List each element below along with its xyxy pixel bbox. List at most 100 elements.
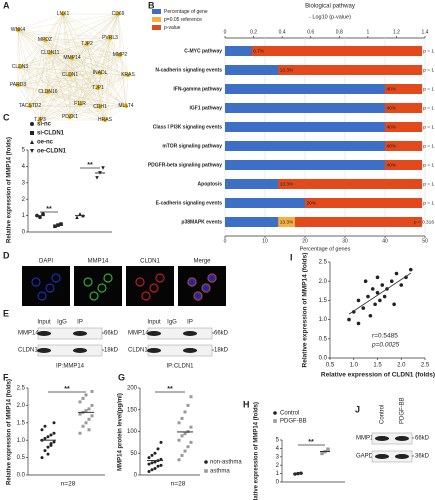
node-label: MMP2 <box>113 52 128 58</box>
y-tick-label: 2 <box>276 463 280 469</box>
value-label: p = 1 <box>423 143 434 149</box>
y-tick-label: 50 <box>130 451 137 457</box>
caption: IP:MMP14 <box>56 364 85 370</box>
edge <box>17 29 111 39</box>
edge <box>69 74 81 105</box>
reference-bar <box>278 217 295 227</box>
band <box>37 331 51 336</box>
edge <box>39 105 127 121</box>
value-label: p = 1 <box>423 48 434 54</box>
node-label: TJP2 <box>81 41 93 47</box>
legend-label: p-value <box>164 25 181 31</box>
edge <box>99 105 127 108</box>
row-label: MMP14 <box>128 331 149 337</box>
edge <box>104 37 111 121</box>
value-label: 13.3% <box>280 67 294 73</box>
percent-bar <box>225 46 252 56</box>
edge <box>39 52 51 121</box>
edge <box>17 84 31 107</box>
node <box>117 52 123 58</box>
blot <box>371 432 413 445</box>
legend-label: Percentage of gene <box>164 9 208 15</box>
value-label: p = 1 <box>423 86 434 92</box>
lane-label: IgG <box>167 320 177 326</box>
data-point <box>159 463 163 467</box>
edge <box>44 39 129 76</box>
node-label: PDZK1 <box>62 114 78 120</box>
edge <box>97 72 101 89</box>
node <box>107 35 113 41</box>
edge <box>44 39 101 108</box>
data-point <box>153 466 157 470</box>
node <box>45 89 51 95</box>
edge <box>29 105 71 118</box>
p-value-bar <box>225 65 423 75</box>
edge <box>17 29 71 76</box>
node-label: LNX1 <box>57 11 70 17</box>
node <box>84 41 90 47</box>
cell <box>194 292 202 300</box>
edge <box>97 74 129 89</box>
fit-line <box>348 272 411 315</box>
data-point <box>156 447 160 451</box>
edge <box>69 106 101 118</box>
legend-swatch <box>152 17 161 22</box>
data-point <box>399 283 404 287</box>
band <box>395 436 409 441</box>
data-point <box>186 445 190 449</box>
edge <box>69 72 101 76</box>
data-point <box>177 421 181 425</box>
data-point <box>84 393 88 397</box>
data-point <box>90 414 94 418</box>
data-point <box>84 421 88 425</box>
edge <box>19 66 71 118</box>
row-label: CLDN1 <box>128 348 148 354</box>
legend-marker <box>30 140 34 144</box>
cell <box>37 291 47 301</box>
percent-bar <box>225 160 385 170</box>
data-point <box>180 453 184 457</box>
edge <box>19 66 101 108</box>
data-point <box>87 407 91 411</box>
percent-bar <box>225 122 385 132</box>
edge <box>29 103 81 107</box>
edge <box>39 74 71 121</box>
edge <box>44 39 121 56</box>
value-label: 13.3% <box>280 219 294 225</box>
edge <box>79 103 101 108</box>
axis-label: Relative expression of MMP14 (folds) <box>302 253 309 368</box>
data-point <box>356 298 361 303</box>
data-point <box>370 287 375 291</box>
edge <box>39 87 99 121</box>
edge <box>99 72 127 107</box>
category-label: mTOR signaling pathway <box>162 143 222 149</box>
data-point <box>408 267 413 272</box>
data-point <box>147 456 151 460</box>
node <box>60 11 66 17</box>
x-tick-label: 2.0 <box>397 363 406 369</box>
row-label: GAPDH <box>356 454 377 460</box>
edge <box>19 66 106 121</box>
edge <box>29 39 46 107</box>
significance: ** <box>308 439 314 446</box>
data-point <box>46 445 50 449</box>
edge <box>44 39 49 93</box>
category-label: E-cadherin signaling events <box>156 200 223 206</box>
edge <box>109 37 121 56</box>
edge <box>99 72 129 76</box>
edge <box>47 54 121 93</box>
value-label: 13.3% <box>280 181 294 187</box>
value-label: p = 1 <box>423 124 434 130</box>
y-tick-label: 100 <box>127 429 138 435</box>
value-label: 40% <box>387 162 397 168</box>
data-point <box>40 428 44 432</box>
category-label: C-MYC pathway <box>184 48 222 54</box>
data-point <box>46 452 50 456</box>
data-point <box>78 400 82 404</box>
data-point <box>52 421 56 425</box>
node <box>77 101 83 107</box>
node <box>67 114 73 120</box>
data-point <box>392 302 396 307</box>
y-tick-label: 0.5 <box>17 455 26 461</box>
data-point <box>150 468 154 472</box>
